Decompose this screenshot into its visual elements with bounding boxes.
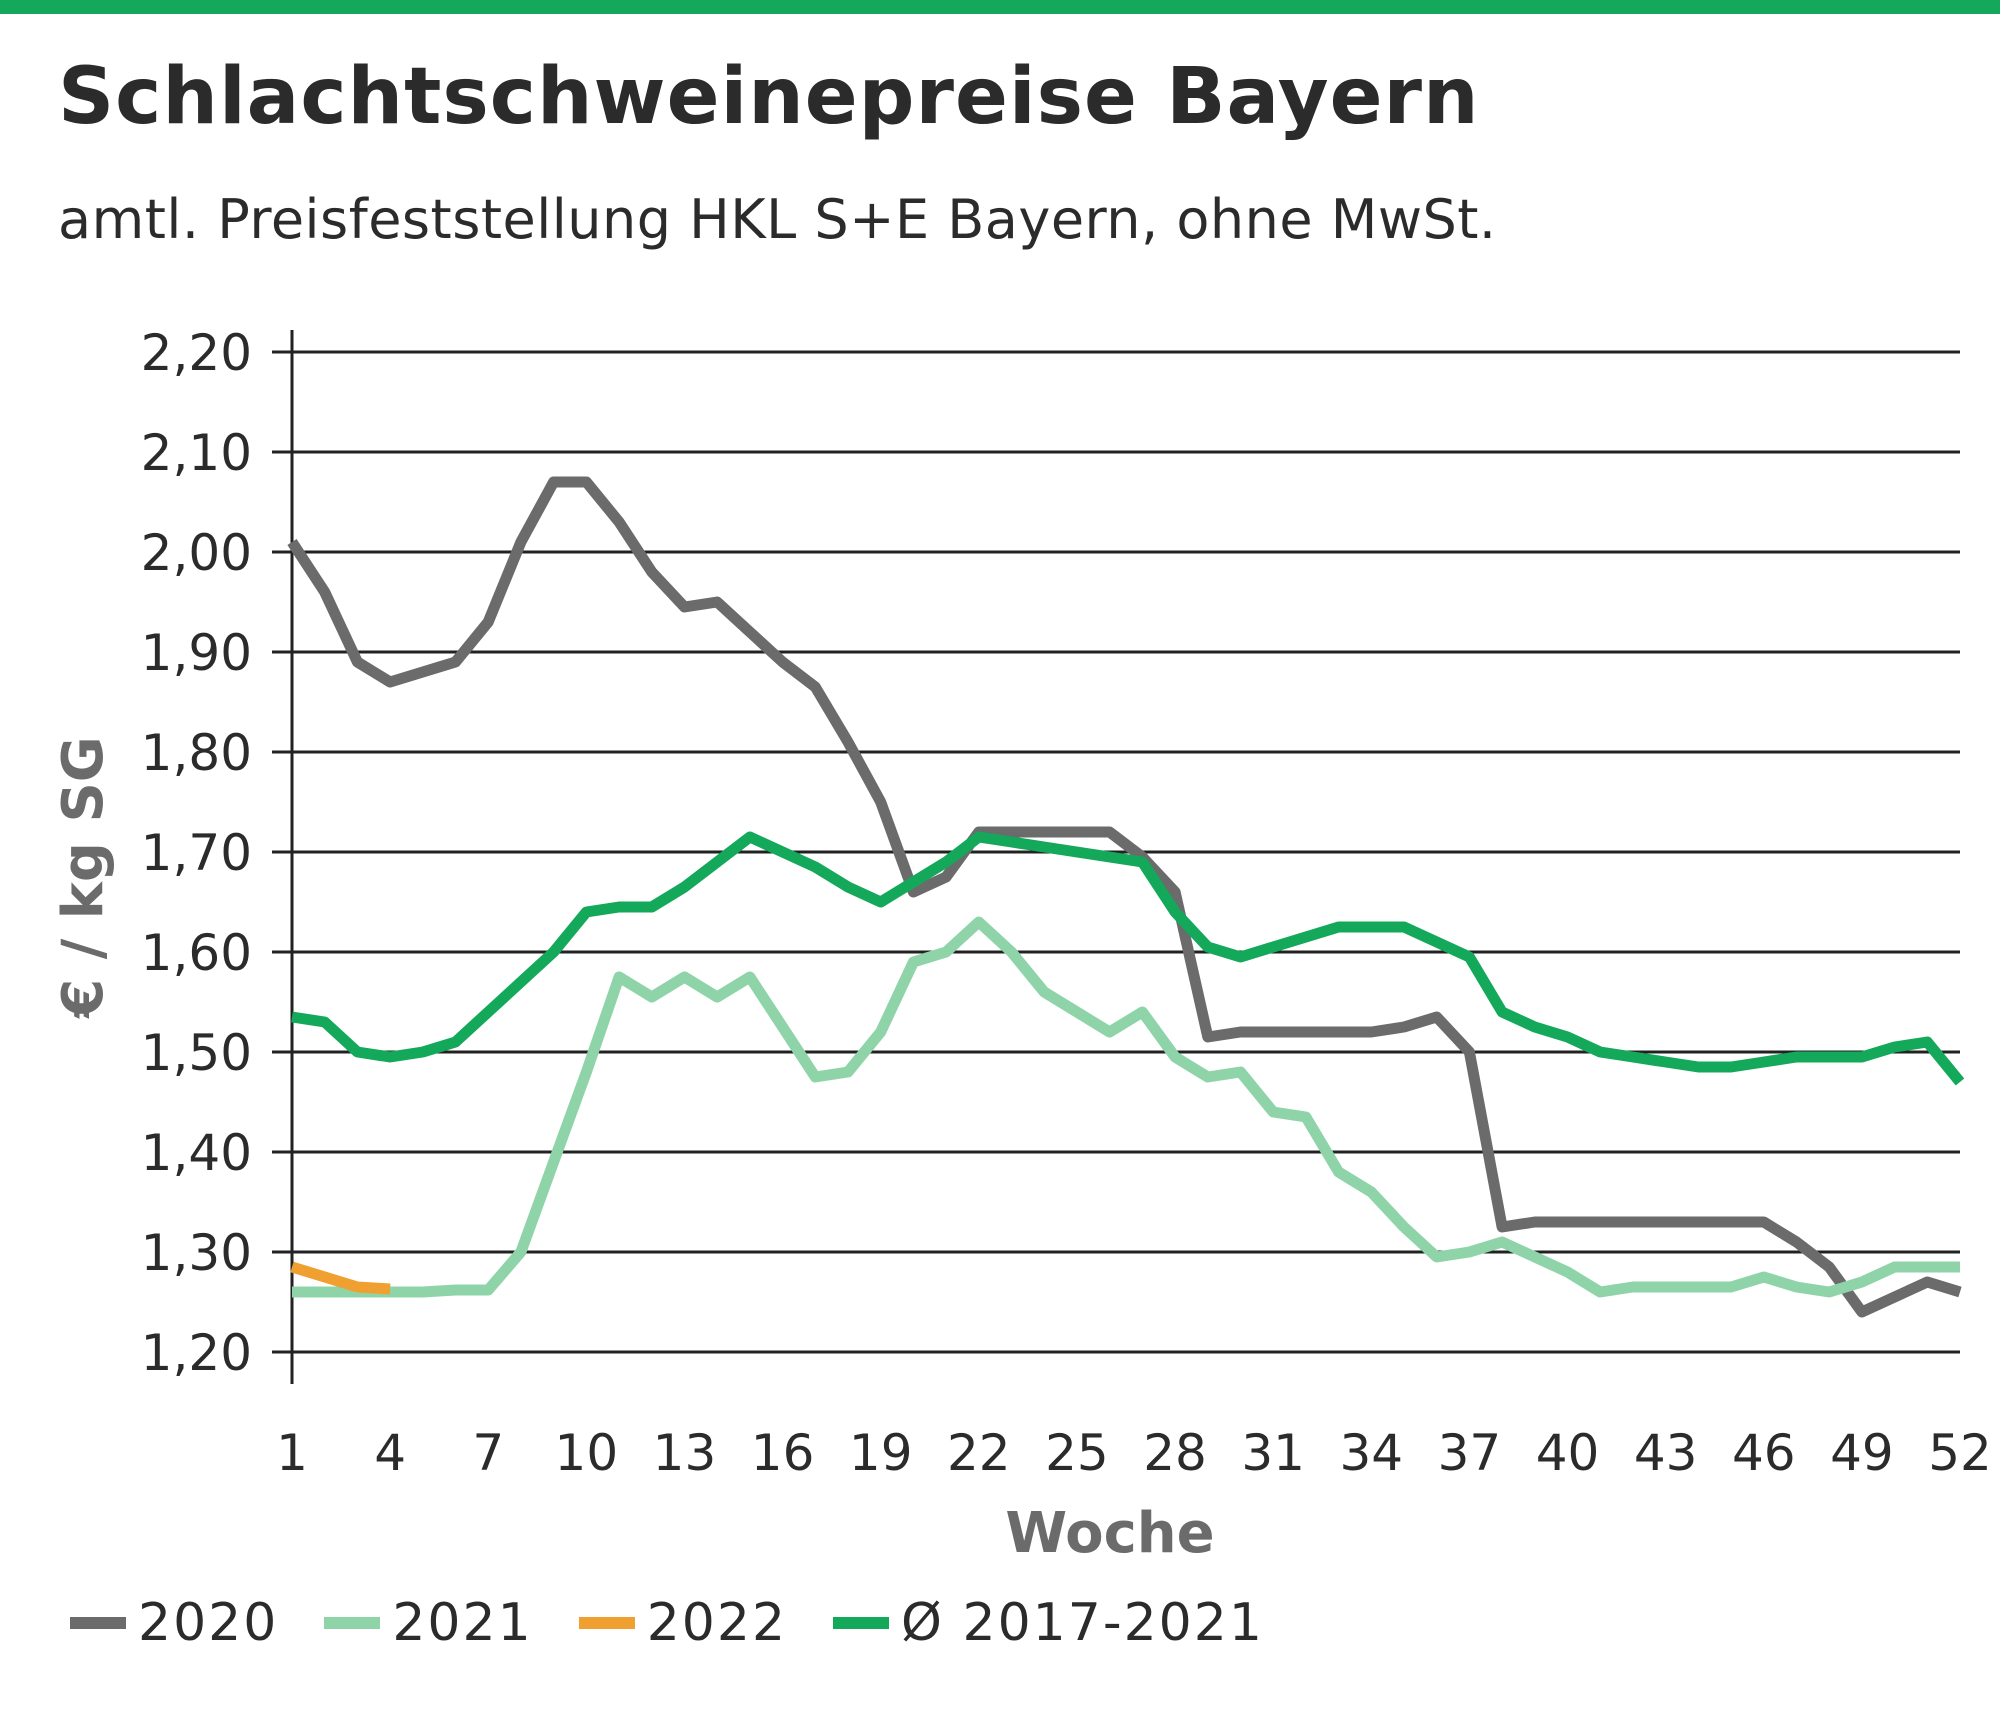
y-tick-label: 1,60	[141, 924, 252, 982]
x-tick-label: 22	[947, 1424, 1011, 1482]
x-tick-label: 16	[751, 1424, 815, 1482]
x-tick-label: 13	[653, 1424, 717, 1482]
chart-legend: 2020 2021 2022 Ø 2017-2021	[70, 1588, 1310, 1658]
x-tick-label: 1	[276, 1424, 308, 1482]
y-tick-label: 1,40	[141, 1124, 252, 1182]
y-axis-label: € / kg SG	[51, 736, 116, 1020]
x-tick-label: 4	[374, 1424, 406, 1482]
y-tick-label: 2,20	[141, 324, 252, 382]
y-tick-label: 1,70	[141, 824, 252, 882]
x-tick-label: 31	[1241, 1424, 1305, 1482]
legend-swatch-2020	[70, 1617, 126, 1629]
legend-item-2020: 2020	[70, 1593, 278, 1653]
chart-subtitle: amtl. Preisfeststellung HKL S+E Bayern, …	[58, 188, 1497, 251]
x-tick-label: 34	[1339, 1424, 1403, 1482]
x-tick-label: 10	[555, 1424, 619, 1482]
series-line-average	[291, 831, 1965, 1086]
legend-label-2021: 2021	[392, 1593, 533, 1653]
series-line-2022	[290, 1261, 391, 1295]
y-tick-label: 1,90	[141, 624, 252, 682]
x-tick-label: 40	[1536, 1424, 1600, 1482]
y-tick-label: 2,00	[141, 524, 252, 582]
x-tick-label: 25	[1045, 1424, 1109, 1482]
x-tick-label: 28	[1143, 1424, 1207, 1482]
y-tick-label: 2,10	[141, 424, 252, 482]
x-tick-label: 43	[1634, 1424, 1698, 1482]
series-line-2020	[287, 476, 1962, 1318]
x-tick-label: 7	[472, 1424, 504, 1482]
legend-swatch-2022	[578, 1617, 635, 1629]
legend-swatch-2021	[324, 1617, 381, 1629]
legend-label-2022: 2022	[646, 1593, 788, 1653]
accent-bar	[0, 0, 2000, 14]
x-tick-label: 46	[1732, 1424, 1796, 1482]
x-tick-label: 52	[1928, 1424, 1992, 1482]
x-tick-label: 49	[1830, 1424, 1894, 1482]
y-tick-label: 1,50	[141, 1024, 252, 1082]
y-tick-label: 1,30	[141, 1224, 252, 1282]
legend-item-2021: 2021	[324, 1593, 532, 1653]
series-line-2021	[292, 916, 1960, 1298]
y-tick-label: 1,20	[141, 1324, 252, 1382]
y-tick-label: 1,80	[141, 724, 252, 782]
legend-label-average: Ø 2017-2021	[901, 1593, 1264, 1653]
line-chart: 1,20 1,30 1,40 1,50 1,60 1,70 1,80 1,90 2,00 2,10…	[51, 324, 1992, 1566]
legend-swatch-average	[833, 1617, 890, 1629]
x-tick-label: 19	[849, 1424, 913, 1482]
legend-item-average: Ø 2017-2021	[833, 1593, 1264, 1653]
chart-title: Schlachtschweinepreise Bayern	[58, 52, 1480, 142]
legend-label-2020: 2020	[138, 1593, 279, 1653]
legend-item-2022: 2022	[578, 1593, 788, 1653]
x-axis-label: Woche	[1005, 1501, 1214, 1566]
x-tick-label: 37	[1438, 1424, 1502, 1482]
